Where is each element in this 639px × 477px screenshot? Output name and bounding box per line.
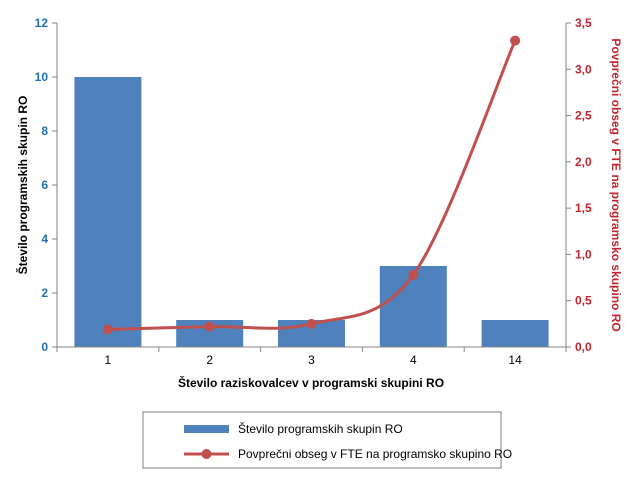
y-tick-label: 6 — [41, 178, 48, 192]
y2-tick-label: 2,0 — [575, 155, 592, 169]
y-tick-label: 12 — [35, 16, 49, 30]
y-tick-label: 10 — [35, 70, 49, 84]
y2-axis-title: Povprečni obseg v FTE na programsko skup… — [609, 38, 623, 331]
y-tick-label: 2 — [41, 286, 48, 300]
fte-point-4 — [408, 269, 419, 280]
x-tick-label-4: 4 — [410, 353, 417, 367]
y-tick-label: 0 — [41, 340, 48, 354]
axes-layer — [52, 22, 571, 352]
bar-1 — [74, 77, 142, 347]
fte-point-14 — [510, 35, 521, 46]
y2-tick-label: 0,0 — [575, 340, 592, 354]
y-axis-title: Število programskih skupin RO — [15, 96, 30, 275]
x-tick-label-2: 2 — [206, 353, 213, 367]
bars-layer — [74, 77, 549, 347]
legend-bar-swatch — [184, 425, 229, 433]
bar-14 — [481, 320, 549, 347]
y2-tick-label: 2,5 — [575, 109, 592, 123]
fte-point-2 — [204, 321, 215, 332]
y2-tick-label: 3,5 — [575, 16, 592, 30]
x-tick-label-14: 14 — [508, 353, 522, 367]
fte-point-1 — [102, 324, 113, 335]
x-tick-label-3: 3 — [308, 353, 315, 367]
legend-box — [142, 411, 502, 469]
y2-tick-label: 1,0 — [575, 247, 592, 261]
y2-tick-label: 3,0 — [575, 62, 592, 76]
y2-tick-label: 0,5 — [575, 294, 592, 308]
x-axis-title: Število raziskovalcev v programski skupi… — [178, 375, 444, 390]
y-tick-label: 4 — [41, 232, 48, 246]
y2-tick-label: 1,5 — [575, 201, 592, 215]
legend: Število programskih skupin RO Povprečni … — [142, 411, 512, 469]
fte-point-3 — [306, 318, 317, 329]
fte-line — [107, 39, 517, 331]
legend-line-marker — [201, 449, 212, 459]
legend-line-label: Povprečni obseg v FTE na programsko skup… — [238, 447, 512, 461]
y-tick-label: 8 — [41, 124, 48, 138]
line-layer — [102, 35, 521, 335]
x-tick-label-1: 1 — [105, 353, 112, 367]
legend-bar-label: Število programskih skupin RO — [238, 421, 403, 436]
